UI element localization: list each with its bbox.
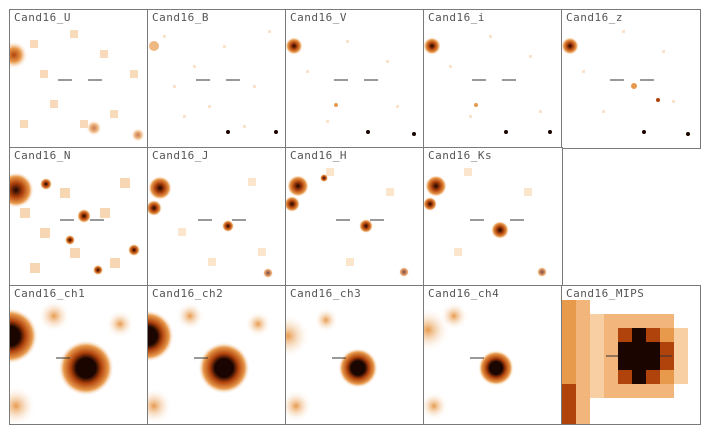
stamp-label: Cand16_B — [152, 11, 209, 24]
stamp-label: Cand16_i — [428, 11, 485, 24]
stamp-image — [10, 148, 148, 286]
stamp-cand16-v: Cand16_V — [285, 9, 425, 149]
stamp-label: Cand16_ch1 — [14, 287, 86, 300]
stamp-image — [10, 10, 148, 148]
stamp-label: Cand16_Ks — [428, 149, 493, 162]
stamp-cand16-n: Cand16_N — [9, 147, 149, 287]
stamp-image — [424, 148, 562, 286]
stamp-image — [286, 286, 424, 424]
stamp-label: Cand16_ch4 — [428, 287, 500, 300]
stamp-image — [148, 10, 286, 148]
stamp-image — [286, 10, 424, 148]
stamp-image — [562, 10, 700, 148]
stamp-label: Cand16_z — [566, 11, 623, 24]
stamp-cand16-i: Cand16_i — [423, 9, 563, 149]
stamp-image — [148, 286, 286, 424]
stamp-label: Cand16_ch2 — [152, 287, 224, 300]
stamp-label: Cand16_ch3 — [290, 287, 362, 300]
stamp-label: Cand16_U — [14, 11, 71, 24]
stamp-label: Cand16_V — [290, 11, 347, 24]
stamp-image — [424, 286, 562, 424]
stamp-cand16-ch1: Cand16_ch1 — [9, 285, 149, 425]
stamp-image — [286, 148, 424, 286]
stamp-cand16-u: Cand16_U — [9, 9, 149, 149]
stamp-cand16-j: Cand16_J — [147, 147, 287, 287]
stamp-cand16-z: Cand16_z — [561, 9, 701, 149]
stamp-cand16-ch2: Cand16_ch2 — [147, 285, 287, 425]
stamp-cand16-ch3: Cand16_ch3 — [285, 285, 425, 425]
stamp-image — [10, 286, 148, 424]
stamp-cand16-ch4: Cand16_ch4 — [423, 285, 563, 425]
stamp-cand16-h: Cand16_H — [285, 147, 425, 287]
stamp-label: Cand16_J — [152, 149, 209, 162]
stamp-image — [562, 286, 700, 424]
stamp-cand16-b: Cand16_B — [147, 9, 287, 149]
stamp-image — [148, 148, 286, 286]
stamp-label: Cand16_N — [14, 149, 71, 162]
stamp-cand16-mips: Cand16_MIPS — [561, 285, 701, 425]
stamp-cand16-ks: Cand16_Ks — [423, 147, 563, 287]
stamp-image — [424, 10, 562, 148]
stamp-label: Cand16_H — [290, 149, 347, 162]
stamp-label: Cand16_MIPS — [566, 287, 645, 300]
